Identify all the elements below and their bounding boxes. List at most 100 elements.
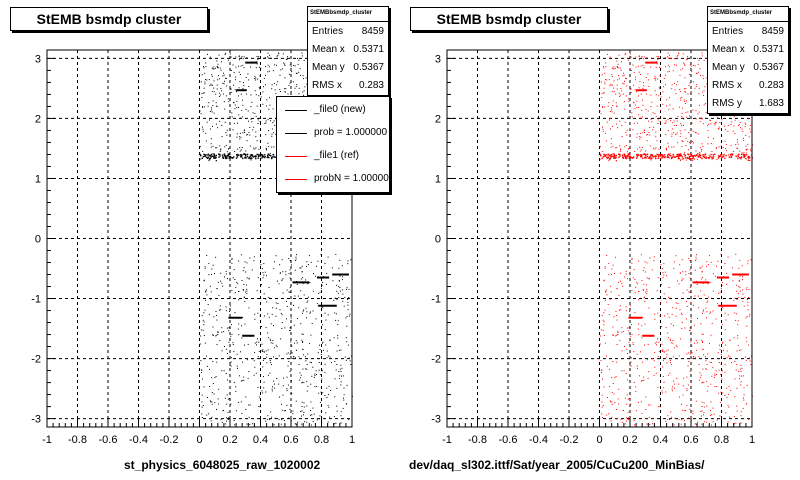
data-point [709, 119, 711, 121]
data-point [626, 403, 628, 405]
data-point [701, 401, 703, 403]
data-point [719, 349, 721, 351]
data-point [608, 158, 610, 160]
data-point [747, 304, 749, 306]
data-point [720, 287, 722, 289]
data-point [599, 343, 601, 345]
data-point [648, 131, 650, 133]
data-point [278, 419, 280, 421]
data-point [290, 91, 292, 92]
data-point [334, 297, 336, 299]
data-point [667, 349, 669, 351]
data-point [639, 147, 641, 149]
data-point [730, 123, 732, 125]
data-point [327, 314, 329, 316]
data-point [256, 153, 258, 156]
data-point [665, 420, 667, 422]
data-point [244, 323, 246, 325]
data-point [700, 74, 702, 76]
data-point [236, 156, 239, 158]
data-point [695, 150, 697, 152]
data-point [693, 324, 695, 326]
data-point [338, 280, 340, 282]
data-point [202, 106, 204, 108]
data-point [301, 333, 303, 335]
data-point [274, 124, 276, 126]
data-point [626, 85, 628, 87]
data-point [679, 91, 681, 92]
data-point [209, 400, 211, 402]
data-point [646, 288, 648, 290]
data-point [640, 154, 642, 156]
data-point [718, 155, 721, 158]
data-point [288, 273, 290, 275]
data-point [665, 120, 667, 122]
data-point [227, 379, 228, 381]
data-point [305, 307, 307, 309]
data-point [239, 147, 241, 149]
data-point [733, 299, 735, 301]
legend-item: _file1 (ref) [277, 147, 389, 165]
data-point [692, 142, 694, 144]
data-point [301, 55, 303, 57]
y-tick-label: 0 [435, 234, 441, 246]
data-point [293, 64, 295, 66]
data-point [638, 136, 640, 138]
y-tick-label: 1 [435, 173, 441, 185]
data-point [238, 154, 240, 156]
data-point [655, 79, 657, 81]
data-point [253, 155, 255, 158]
data-point [217, 331, 219, 333]
data-point [703, 156, 706, 159]
data-point [262, 277, 264, 279]
data-point [662, 91, 664, 93]
data-point [621, 61, 622, 63]
data-point [247, 73, 249, 75]
data-point [648, 371, 650, 373]
data-point [267, 415, 269, 417]
data-point [619, 96, 621, 97]
data-point [645, 396, 647, 398]
data-point [667, 52, 669, 54]
data-point [321, 306, 323, 308]
left-stats-box: StEMBbsmdp_cluster Entries 8459 Mean x 0.5… [307, 6, 389, 96]
data-point [694, 260, 696, 262]
data-point [685, 100, 687, 102]
data-point [626, 151, 628, 153]
data-point [673, 120, 675, 122]
data-point [679, 135, 681, 137]
data-point [273, 261, 275, 263]
data-point [262, 392, 264, 394]
data-point [213, 153, 215, 155]
data-point [296, 254, 297, 256]
data-point [740, 364, 742, 366]
data-point [731, 121, 733, 123]
data-point [716, 374, 717, 375]
data-point [737, 139, 738, 141]
data-point [602, 106, 604, 108]
data-point [697, 317, 698, 319]
data-point [653, 256, 655, 258]
data-point [309, 343, 310, 345]
data-point [268, 316, 270, 318]
data-point [215, 123, 217, 125]
data-point [681, 140, 683, 142]
data-point [216, 84, 218, 86]
data-point [306, 364, 308, 365]
data-point [248, 307, 250, 309]
data-point [665, 148, 667, 150]
data-point [745, 359, 747, 361]
data-point [234, 312, 236, 314]
data-point [655, 94, 657, 96]
data-point [640, 254, 642, 256]
data-point [735, 155, 737, 157]
data-point [680, 154, 683, 156]
data-point [692, 141, 694, 142]
data-point [205, 156, 208, 159]
data-point [248, 79, 250, 81]
data-point [216, 88, 218, 90]
data-point [633, 351, 635, 353]
data-point [658, 95, 660, 97]
data-point [302, 282, 304, 284]
data-point [600, 153, 601, 155]
